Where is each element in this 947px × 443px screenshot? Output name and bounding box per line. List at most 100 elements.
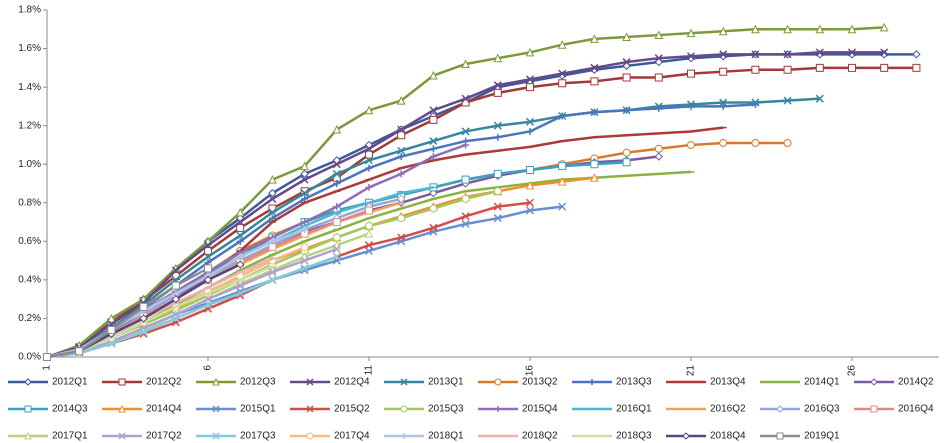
marker xyxy=(171,266,180,275)
marker xyxy=(526,83,534,92)
marker xyxy=(654,152,664,161)
marker xyxy=(396,95,406,105)
marker xyxy=(268,175,277,184)
marker xyxy=(139,327,148,336)
marker xyxy=(590,160,599,169)
marker xyxy=(525,75,535,84)
marker xyxy=(687,102,695,110)
legend-item: 2017Q2 xyxy=(102,431,182,442)
legend-label: 2014Q4 xyxy=(146,404,182,415)
marker xyxy=(815,63,824,72)
marker xyxy=(364,246,374,256)
marker xyxy=(24,431,32,440)
legend-item: 2017Q4 xyxy=(290,431,370,442)
legend-label: 2013Q1 xyxy=(428,377,464,388)
marker xyxy=(333,203,341,211)
marker xyxy=(623,106,631,114)
marker xyxy=(590,173,599,182)
marker xyxy=(879,22,889,32)
marker xyxy=(654,30,664,40)
marker xyxy=(107,339,116,348)
legend-item: 2014Q1 xyxy=(760,377,840,388)
marker xyxy=(493,88,502,97)
marker xyxy=(557,176,567,186)
series-line xyxy=(46,66,917,359)
marker xyxy=(365,221,373,230)
marker xyxy=(332,160,341,169)
marker xyxy=(590,34,599,43)
y-tick-label: 1.4% xyxy=(18,82,41,93)
marker xyxy=(429,153,437,161)
marker xyxy=(558,79,567,88)
marker xyxy=(558,162,567,171)
marker xyxy=(654,73,663,82)
marker xyxy=(300,175,309,184)
marker xyxy=(558,69,567,78)
marker xyxy=(300,169,309,179)
marker xyxy=(776,432,784,440)
legend-label: 2016Q4 xyxy=(898,404,934,415)
y-tick-label: 1.0% xyxy=(18,159,41,170)
marker xyxy=(848,63,856,72)
marker xyxy=(687,140,695,149)
marker xyxy=(397,125,406,134)
marker xyxy=(235,260,245,269)
marker xyxy=(751,24,760,34)
marker xyxy=(719,50,728,59)
marker xyxy=(171,281,180,290)
marker xyxy=(751,100,759,108)
marker xyxy=(236,231,245,240)
marker xyxy=(525,47,535,57)
marker xyxy=(493,202,502,211)
marker xyxy=(462,141,470,149)
legend-label: 2019Q1 xyxy=(804,431,840,442)
marker xyxy=(306,378,314,386)
legend-label: 2012Q1 xyxy=(52,377,88,388)
marker xyxy=(24,378,32,386)
marker xyxy=(686,28,696,38)
marker xyxy=(461,94,470,103)
y-tick-label: 0.2% xyxy=(18,313,41,324)
marker xyxy=(301,218,309,226)
y-tick-label: 0.6% xyxy=(18,236,41,247)
marker xyxy=(682,432,690,440)
legend-label: 2017Q1 xyxy=(52,431,88,442)
legend-label: 2018Q2 xyxy=(522,431,558,442)
marker xyxy=(268,243,277,252)
marker xyxy=(397,146,406,155)
legend-label: 2018Q4 xyxy=(710,431,746,442)
marker xyxy=(171,314,180,323)
legend-label: 2017Q3 xyxy=(240,431,276,442)
marker xyxy=(686,52,696,61)
marker xyxy=(268,237,276,245)
marker xyxy=(203,241,213,250)
legend-item: 2015Q3 xyxy=(384,404,464,415)
legend-item: 2015Q2 xyxy=(290,404,370,415)
marker xyxy=(526,166,534,175)
marker xyxy=(236,289,245,298)
series-line xyxy=(46,255,338,359)
marker xyxy=(301,195,309,203)
legend-item: 2013Q2 xyxy=(478,377,558,388)
marker xyxy=(268,194,277,203)
marker xyxy=(300,256,309,265)
legend-label: 2017Q2 xyxy=(146,431,182,442)
y-tick-label: 1.8% xyxy=(18,5,41,16)
marker xyxy=(268,275,277,284)
marker xyxy=(332,218,341,227)
marker xyxy=(364,144,374,153)
marker xyxy=(397,214,406,223)
legend-item: 2014Q4 xyxy=(102,404,182,415)
marker xyxy=(461,127,470,136)
legend-label: 2013Q3 xyxy=(616,377,652,388)
marker xyxy=(719,102,727,110)
marker xyxy=(212,432,220,440)
legend-label: 2015Q3 xyxy=(428,404,464,415)
legend-item: 2016Q2 xyxy=(666,404,746,415)
marker xyxy=(365,183,373,191)
marker xyxy=(525,117,535,126)
marker xyxy=(107,326,116,335)
marker xyxy=(365,206,373,215)
marker xyxy=(118,404,126,413)
marker xyxy=(493,81,502,90)
